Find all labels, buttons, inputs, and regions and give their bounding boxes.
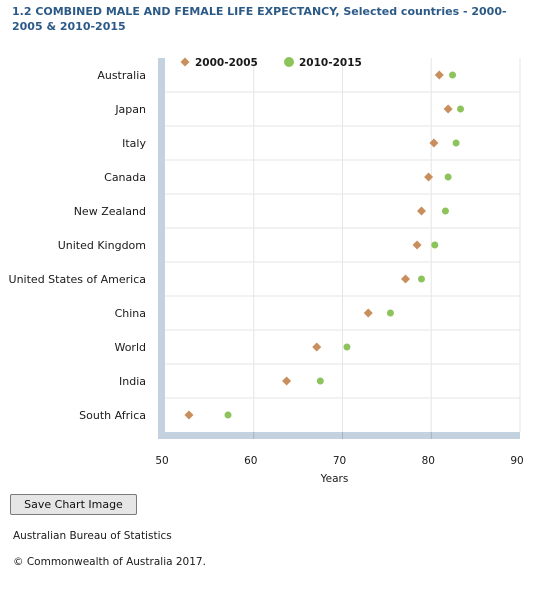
category-label: New Zealand <box>74 205 146 218</box>
plot-floor <box>158 432 520 439</box>
data-point-circle <box>343 343 351 351</box>
save-chart-image-button[interactable]: Save Chart Image <box>10 494 137 515</box>
chart: Australia Japan Italy Canada New Zealand Unit… <box>9 57 524 485</box>
x-tick-label: 80 <box>422 455 435 467</box>
source-text: Australian Bureau of Statistics <box>13 530 172 542</box>
category-label: World <box>114 341 146 354</box>
data-point-circle <box>449 71 457 79</box>
legend-diamond-icon <box>180 57 190 67</box>
category-label: Canada <box>104 171 146 184</box>
data-point-circle <box>224 411 232 419</box>
data-point-circle <box>452 139 460 147</box>
category-label: Japan <box>114 103 146 116</box>
copyright-text: © Commonwealth of Australia 2017. <box>13 556 206 568</box>
data-point-diamond <box>401 274 411 284</box>
data-point-diamond <box>416 206 426 216</box>
data-point-diamond <box>443 104 453 114</box>
chart-title: 1.2 COMBINED MALE AND FEMALE LIFE EXPECT… <box>12 5 507 33</box>
data-point-diamond <box>282 376 292 386</box>
category-label: South Africa <box>79 409 146 422</box>
x-tick-label: 50 <box>155 455 168 467</box>
data-point-diamond <box>424 172 434 182</box>
data-point-circle <box>457 105 465 113</box>
data-point-circle <box>441 207 449 215</box>
data-point-circle <box>316 377 324 385</box>
category-label: China <box>115 307 146 320</box>
plot-side-wall <box>158 58 165 439</box>
data-point-diamond <box>429 138 439 148</box>
legend-circle-icon <box>284 57 294 67</box>
category-label: United States of America <box>9 273 146 286</box>
x-axis-title: Years <box>320 473 349 485</box>
category-label: Italy <box>122 137 146 150</box>
data-point-diamond <box>363 308 373 318</box>
x-tick-label: 60 <box>244 455 257 467</box>
legend-label: 2010-2015 <box>299 57 362 69</box>
x-tick-label: 90 <box>510 455 523 467</box>
category-label: United Kingdom <box>58 239 146 252</box>
data-point-circle <box>444 173 452 181</box>
category-label: Australia <box>97 69 146 82</box>
data-point-circle <box>417 275 425 283</box>
data-point-diamond <box>434 70 444 80</box>
data-point-diamond <box>184 410 194 420</box>
data-point-circle <box>386 309 394 317</box>
x-tick-label: 70 <box>333 455 346 467</box>
category-label: India <box>119 375 146 388</box>
data-point-diamond <box>412 240 422 250</box>
legend-label: 2000-2005 <box>195 57 258 69</box>
data-point-diamond <box>312 342 322 352</box>
data-point-circle <box>431 241 439 249</box>
